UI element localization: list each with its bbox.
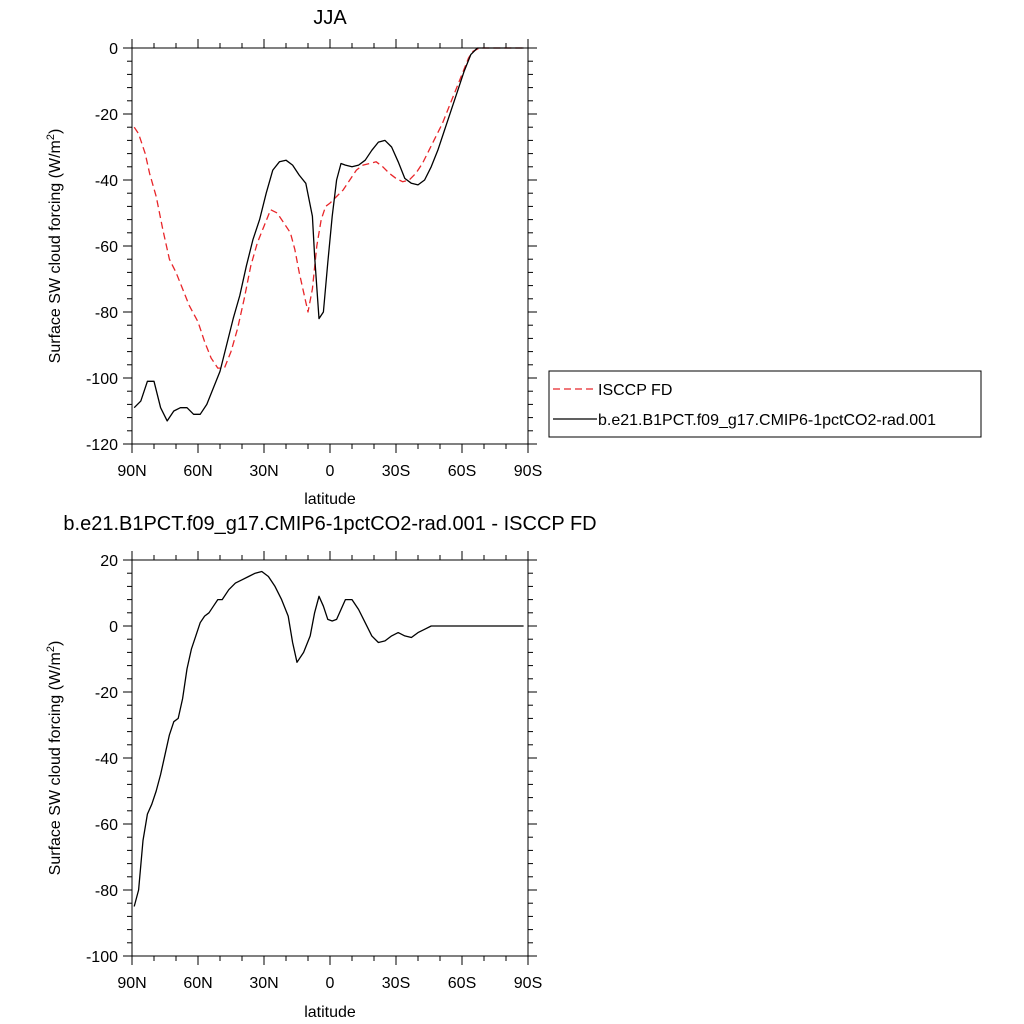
series-line-dashed-0 [133,47,524,369]
x-axis-label: latitude [304,1004,356,1021]
y-tick-label: -20 [95,107,118,124]
legend-box [548,370,982,438]
x-tick-label: 90S [514,463,542,480]
y-tick-label: -40 [95,751,118,768]
x-tick-label: 30N [249,975,278,992]
y-axis-label: Surface SW cloud forcing (W/m2) [45,641,64,876]
x-tick-label: 30N [249,463,278,480]
x-tick-label: 60S [448,463,476,480]
legend: ISCCP FD b.e21.B1PCT.f09_g17.CMIP6-1pctC… [548,370,982,438]
y-tick-label: 20 [100,553,118,570]
y-tick-label: -100 [86,949,118,966]
panel-top: JJA -120 -100 -80 -60 -40 -20 0 90N 60N 30N 0 30S 6… [45,7,982,508]
y-tick-label: 0 [109,41,118,58]
x-tick-label: 90S [514,975,542,992]
y-tick-label: -20 [95,685,118,702]
x-tick-label: 30S [382,463,410,480]
y-axis-label: Surface SW cloud forcing (W/m2) [45,129,64,364]
x-tick-label: 90N [117,463,146,480]
x-tick-label: 60S [448,975,476,992]
y-tick-label: -120 [86,437,118,454]
y-tick-label: -80 [95,883,118,900]
chart-title: b.e21.B1PCT.f09_g17.CMIP6-1pctCO2-rad.00… [63,513,596,535]
y-tick-label: -80 [95,305,118,322]
plot-frame [131,559,529,957]
y-tick-label: -100 [86,371,118,388]
panel-bottom: b.e21.B1PCT.f09_g17.CMIP6-1pctCO2-rad.00… [45,513,597,1021]
x-tick-label: 90N [117,975,146,992]
y-axis: -100 -80 -60 -40 -20 0 20 [86,553,537,966]
x-tick-label: 0 [326,463,335,480]
y-axis: -120 -100 -80 -60 -40 -20 0 [86,41,537,454]
x-axis: 90N 60N 30N 0 30S 60S 90S [117,39,542,480]
y-tick-label: -60 [95,239,118,256]
series-line-solid-0 [133,570,524,907]
x-axis-label: latitude [304,491,356,508]
x-tick-label: 60N [183,975,212,992]
x-tick-label: 60N [183,463,212,480]
x-tick-label: 0 [326,975,335,992]
y-tick-label: -60 [95,817,118,834]
series-lines [133,47,524,422]
chart-title: JJA [313,7,347,29]
x-axis: 90N 60N 30N 0 30S 60S 90S [117,551,542,992]
legend-label-isccp: ISCCP FD [598,382,672,399]
y-tick-label: -40 [95,173,118,190]
series-lines [133,570,524,907]
y-tick-label: 0 [109,619,118,636]
x-tick-label: 30S [382,975,410,992]
legend-label-model: b.e21.B1PCT.f09_g17.CMIP6-1pctCO2-rad.00… [598,412,936,429]
series-line-solid-1 [133,47,524,422]
